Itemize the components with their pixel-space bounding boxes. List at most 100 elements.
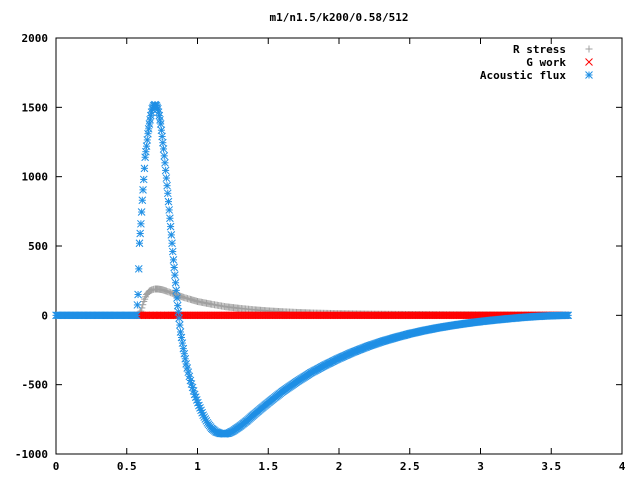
- data-point: [157, 126, 166, 135]
- data-point: [168, 239, 176, 248]
- y-tick-label: 1000: [22, 171, 49, 184]
- data-point: [173, 301, 182, 310]
- data-point: [173, 294, 181, 302]
- data-point-stroke: [188, 383, 197, 392]
- data-point-stroke: [137, 219, 145, 228]
- data-point: [181, 354, 190, 363]
- x-tick-label: 0.5: [117, 460, 137, 473]
- data-point: [162, 174, 171, 182]
- data-point: [564, 311, 573, 320]
- data-point-stroke: [182, 360, 191, 368]
- data-point: [138, 196, 147, 205]
- data-point-stroke: [134, 265, 143, 273]
- data-point-stroke: [174, 308, 183, 316]
- data-point-stroke: [142, 142, 151, 151]
- data-point: [138, 304, 146, 312]
- data-point-stroke: [154, 104, 162, 113]
- data-point-stroke: [144, 124, 153, 133]
- data-point: [171, 278, 180, 287]
- data-point-stroke: [156, 115, 164, 124]
- chart-marks: [52, 100, 573, 438]
- series-acoustic-flux: [52, 100, 573, 438]
- data-point: [156, 115, 164, 124]
- data-point: [133, 301, 142, 309]
- data-point-stroke: [144, 129, 152, 138]
- y-tick-label: 0: [41, 309, 48, 322]
- y-tick-label: -500: [22, 379, 49, 392]
- data-point: [159, 145, 168, 153]
- data-point: [168, 247, 177, 256]
- data-point-stroke: [139, 185, 147, 194]
- legend-label: Acoustic flux: [480, 69, 566, 82]
- data-point-stroke: [166, 214, 174, 223]
- data-point-stroke: [135, 239, 144, 248]
- data-point: [139, 185, 147, 194]
- data-point-stroke: [160, 152, 169, 160]
- x-tick-label: 1.5: [258, 460, 278, 473]
- data-point-stroke: [169, 256, 178, 264]
- data-point: [143, 136, 152, 144]
- data-point-stroke: [140, 164, 149, 173]
- data-point: [137, 219, 145, 228]
- data-point-stroke: [186, 376, 195, 385]
- data-point: [161, 166, 170, 175]
- data-point-stroke: [141, 147, 150, 156]
- data-point: [167, 231, 176, 239]
- data-point: [142, 142, 151, 151]
- data-point-stroke: [166, 222, 175, 231]
- data-point: [165, 206, 174, 214]
- plot-frame: [55, 37, 623, 455]
- data-point: [166, 214, 174, 223]
- data-point-stroke: [168, 239, 176, 248]
- data-point-stroke: [164, 197, 173, 206]
- data-point: [175, 314, 183, 322]
- data-point: [158, 132, 166, 141]
- data-point-stroke: [133, 301, 142, 309]
- data-point: [156, 120, 165, 128]
- data-point-stroke: [141, 153, 149, 162]
- legend-marker-stroke: [585, 71, 593, 79]
- data-point-stroke: [165, 206, 174, 214]
- data-point: [134, 265, 143, 273]
- x-tick-label: 2.5: [400, 460, 420, 473]
- data-point-stroke: [175, 321, 184, 329]
- y-tick-label: 1500: [22, 101, 49, 114]
- data-point-stroke: [139, 175, 148, 184]
- data-point: [163, 181, 171, 190]
- data-point-stroke: [158, 138, 167, 147]
- x-tick-label: 1: [194, 460, 201, 473]
- data-point-stroke: [171, 271, 179, 279]
- data-point-stroke: [183, 364, 192, 372]
- x-tick-label: 3.5: [541, 460, 561, 473]
- data-point-stroke: [156, 120, 165, 128]
- data-point: [169, 256, 178, 264]
- data-point-stroke: [187, 380, 196, 388]
- data-point: [170, 263, 179, 272]
- data-point-stroke: [138, 196, 147, 205]
- data-point: [175, 321, 184, 329]
- data-point-stroke: [185, 372, 194, 381]
- data-point-stroke: [172, 286, 181, 295]
- x-tick-label: 4: [619, 460, 626, 473]
- data-point: [158, 138, 167, 147]
- chart-title: m1/n1.5/k200/0.58/512: [269, 11, 408, 24]
- data-point-stroke: [161, 166, 170, 175]
- data-point-stroke: [564, 311, 573, 320]
- data-point-stroke: [159, 145, 168, 153]
- data-point-stroke: [161, 158, 169, 167]
- y-tick-label: -1000: [15, 448, 48, 461]
- legend-label: G work: [526, 56, 566, 69]
- data-point: [132, 311, 141, 320]
- data-point: [137, 208, 146, 216]
- data-point-stroke: [137, 208, 146, 216]
- data-point: [140, 164, 149, 173]
- data-point-stroke: [157, 126, 166, 135]
- data-point: [136, 229, 145, 238]
- data-point: [164, 197, 173, 206]
- data-point-stroke: [143, 136, 152, 144]
- data-point-stroke: [168, 247, 177, 256]
- data-point: [163, 189, 172, 198]
- data-point-stroke: [162, 174, 171, 182]
